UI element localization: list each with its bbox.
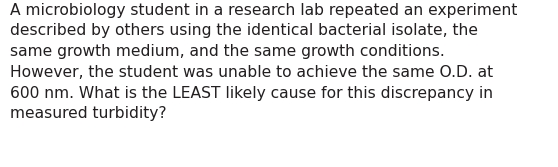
Text: A microbiology student in a research lab repeated an experiment
described by oth: A microbiology student in a research lab…	[10, 3, 517, 121]
